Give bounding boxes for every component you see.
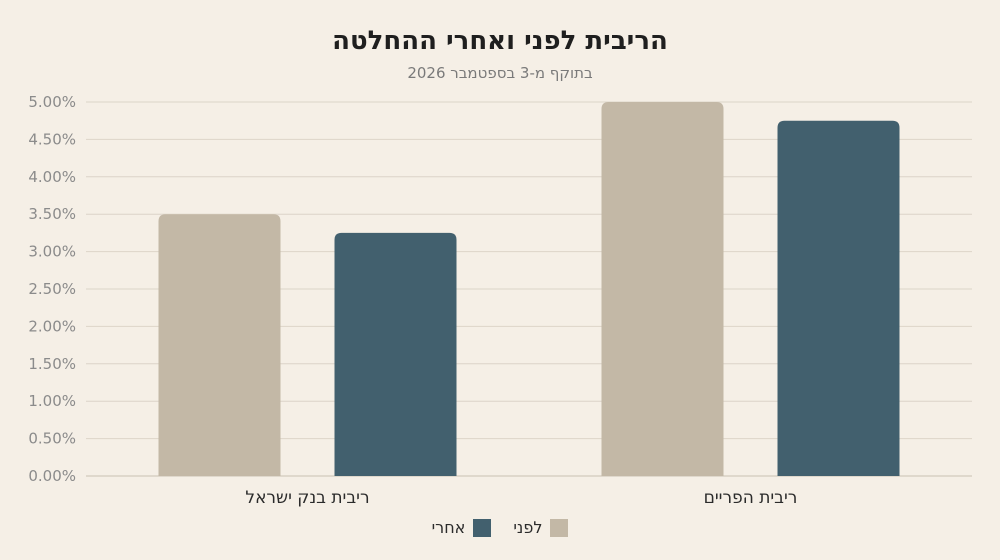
x-tick-label: ריבית הפריים	[704, 488, 798, 508]
legend-item-before[interactable]: לפני	[513, 518, 569, 537]
legend-swatch-after	[473, 518, 492, 537]
y-tick-label: 3.50%	[28, 205, 76, 223]
y-tick-label: 0.50%	[28, 430, 76, 448]
bar-after	[777, 120, 900, 476]
y-tick-label: 5.00%	[28, 93, 76, 111]
bar-after	[334, 232, 457, 476]
x-tick-label: ריבית בנק ישראל	[245, 488, 369, 508]
legend-label-before: לפני	[513, 518, 543, 537]
y-tick-label: 1.00%	[28, 392, 76, 410]
chart-title: הריבית לפני ואחרי ההחלטה	[332, 26, 668, 56]
y-tick-label: 2.00%	[28, 317, 76, 335]
bar-before	[158, 214, 281, 476]
legend-swatch-before	[550, 518, 569, 537]
legend-label-after: אחרי	[431, 518, 466, 537]
y-tick-label: 1.50%	[28, 355, 76, 373]
y-tick-label: 3.00%	[28, 243, 76, 261]
legend-item-after[interactable]: אחרי	[432, 518, 492, 537]
bar-before	[601, 102, 724, 476]
y-tick-label: 4.50%	[28, 130, 76, 148]
y-tick-label: 2.50%	[28, 280, 76, 298]
y-tick-label: 4.00%	[28, 168, 76, 186]
chart-legend: לפני אחרי	[0, 518, 1000, 537]
chart-subtitle: בתוקף מ-3 בספטמבר 2026	[407, 64, 593, 82]
y-tick-label: 0.00%	[28, 467, 76, 485]
